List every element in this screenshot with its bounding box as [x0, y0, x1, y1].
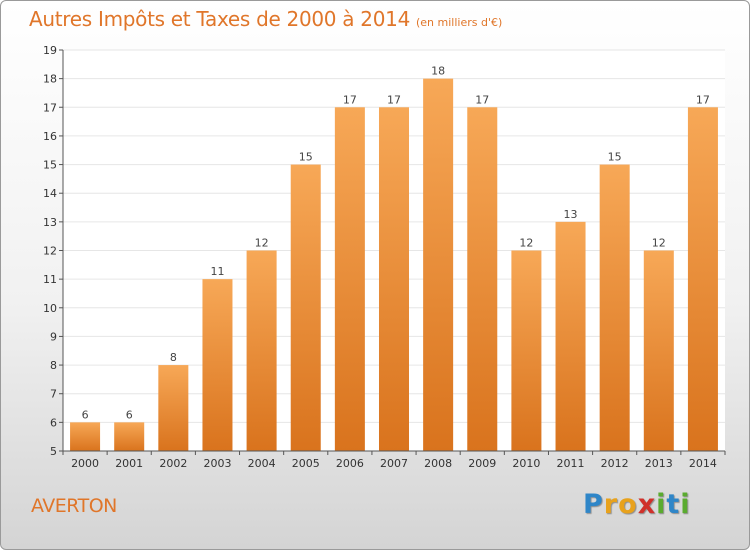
x-tick-label: 2007 — [380, 457, 408, 470]
x-tick-label: 2009 — [468, 457, 496, 470]
bar — [202, 279, 233, 451]
y-tick-label: 12 — [43, 245, 57, 258]
bar-value-label: 18 — [431, 65, 445, 78]
logo-letter: i — [656, 489, 667, 520]
logo-letter: x — [637, 489, 657, 520]
bar — [599, 164, 630, 452]
x-tick-label: 2013 — [645, 457, 673, 470]
x-tick-label: 2003 — [203, 457, 231, 470]
x-tick-label: 2008 — [424, 457, 452, 470]
y-tick-label: 10 — [43, 302, 57, 315]
bar — [423, 78, 454, 452]
bar-value-label: 17 — [343, 93, 357, 106]
x-tick-label: 2004 — [248, 457, 276, 470]
y-tick-label: 5 — [50, 445, 57, 458]
y-tick-label: 7 — [50, 388, 57, 401]
bar — [246, 250, 277, 451]
x-tick-label: 2000 — [71, 457, 99, 470]
logo-letter: P — [583, 489, 604, 520]
y-tick-label: 11 — [43, 273, 57, 286]
y-tick-label: 19 — [43, 44, 57, 57]
bar-value-label: 12 — [519, 237, 533, 250]
bar-value-label: 12 — [652, 237, 666, 250]
bar-value-label: 6 — [126, 408, 133, 421]
logo-letter: o — [618, 489, 638, 520]
bar-value-label: 17 — [475, 93, 489, 106]
x-tick-label: 2005 — [292, 457, 320, 470]
chart-unit: (en milliers d'€) — [416, 16, 503, 29]
bar-value-label: 15 — [299, 151, 313, 164]
x-tick-label: 2011 — [557, 457, 585, 470]
bar — [378, 107, 410, 452]
bar — [70, 422, 101, 451]
bar-value-label: 17 — [696, 93, 710, 106]
bars — [70, 78, 718, 452]
x-tick-label: 2002 — [159, 457, 187, 470]
bar — [511, 250, 542, 451]
logo-letter: t — [666, 489, 681, 520]
bar-value-label: 13 — [564, 208, 578, 221]
y-tick-label: 13 — [43, 216, 57, 229]
x-tick-label: 2014 — [689, 457, 717, 470]
x-tick-label: 2010 — [512, 457, 540, 470]
x-tick-label: 2006 — [336, 457, 364, 470]
bar — [114, 422, 145, 451]
chart-title-text: Autres Impôts et Taxes de 2000 à 2014 — [29, 7, 410, 31]
bar-value-label: 6 — [82, 408, 89, 421]
logo-letter: r — [603, 489, 619, 520]
bar — [687, 107, 718, 452]
bar-value-label: 11 — [210, 265, 224, 278]
bar — [158, 365, 189, 451]
y-tick-label: 16 — [43, 130, 57, 143]
bar-value-label: 15 — [608, 151, 622, 164]
y-tick-label: 14 — [43, 187, 57, 200]
bar — [290, 164, 321, 452]
y-axis-ticks: 5 6 7 8 9 10 11 12 13 14 15 16 17 18 19 — [43, 44, 63, 458]
y-tick-label: 15 — [43, 159, 57, 172]
x-tick-label: 2001 — [115, 457, 143, 470]
y-tick-label: 8 — [50, 359, 57, 372]
x-axis-ticks: 2000 2001 2002 2003 2004 2005 2006 2007 2008 2009… — [62, 451, 726, 470]
bar — [467, 107, 498, 452]
bar-value-label: 17 — [387, 93, 401, 106]
bar-value-label: 8 — [170, 351, 177, 364]
proxiti-logo: Proxiti — [583, 489, 691, 520]
data-labels: 6 6 8 11 12 15 17 17 18 17 12 13 15 12 17 — [82, 65, 710, 422]
bar — [555, 221, 586, 451]
y-tick-label: 18 — [43, 73, 57, 86]
logo-letter: i — [680, 489, 691, 520]
bar-value-label: 12 — [255, 237, 269, 250]
bar — [334, 107, 365, 452]
y-tick-label: 9 — [50, 330, 57, 343]
bar — [643, 250, 674, 451]
chart-title: Autres Impôts et Taxes de 2000 à 2014 (en… — [29, 7, 502, 31]
y-tick-label: 17 — [43, 101, 57, 114]
x-tick-label: 2012 — [601, 457, 629, 470]
location-label: AVERTON — [31, 495, 117, 517]
y-tick-label: 6 — [50, 416, 57, 429]
